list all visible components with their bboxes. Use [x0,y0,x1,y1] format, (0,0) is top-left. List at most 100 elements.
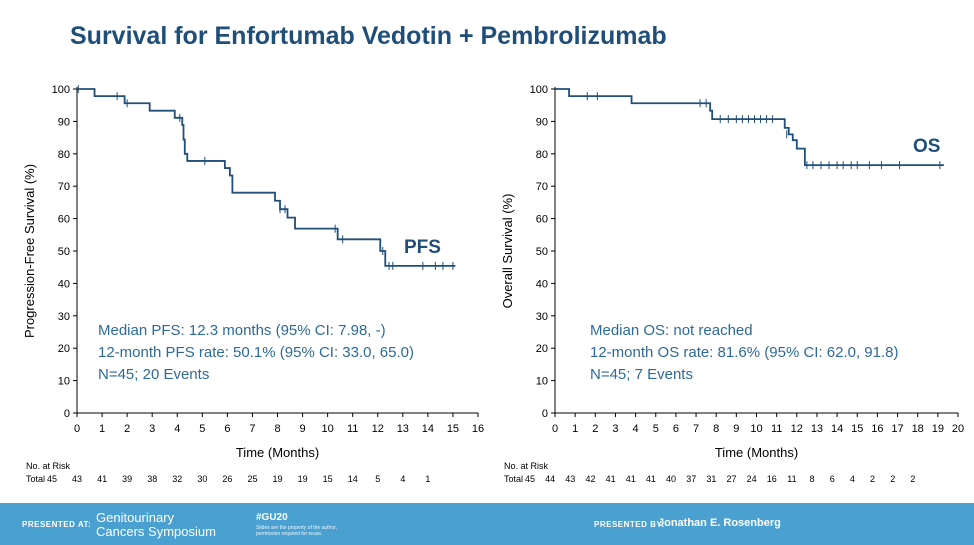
x-tick-label: 13 [397,423,409,435]
x-tick-label: 20 [952,423,964,435]
y-tick-label: 40 [58,278,70,290]
symposium-logo: Genitourinary Cancers Symposium [96,511,216,539]
x-tick-label: 12 [791,423,803,435]
at-risk-count: 37 [686,474,696,484]
x-tick-label: 11 [347,423,358,435]
x-tick-label: 11 [771,423,782,435]
x-tick-label: 14 [831,423,843,435]
y-tick-label: 20 [58,343,70,355]
x-tick-label: 0 [74,423,80,435]
annotation-line: Median PFS: 12.3 months (95% CI: 7.98, -… [98,322,386,339]
x-tick-label: 1 [572,423,578,435]
hashtag: #GU20 [256,512,288,523]
at-risk-count: 16 [767,474,777,484]
x-tick-label: 2 [124,423,130,435]
x-tick-label: 14 [422,423,434,435]
at-risk-count: 14 [348,474,358,484]
at-risk-count: 2 [890,474,895,484]
x-tick-label: 6 [224,423,230,435]
rights-line-2: permission required for reuse. [256,531,323,537]
risk-table-title: No. at Risk [26,461,71,471]
x-axis-label: Time (Months) [715,445,798,460]
presented-by-label: PRESENTED BY: [594,520,665,529]
y-tick-label: 60 [58,214,70,226]
symposium-line-2: Cancers Symposium [96,524,216,539]
slide-title: Survival for Enfortumab Vedotin + Pembro… [70,22,667,50]
at-risk-count: 26 [222,474,232,484]
y-tick-label: 100 [52,84,70,96]
risk-table-title: No. at Risk [504,461,549,471]
at-risk-count: 42 [585,474,595,484]
y-tick-label: 0 [64,408,70,420]
x-tick-label: 10 [322,423,334,435]
y-axis-label: Progression-Free Survival (%) [22,164,37,338]
x-tick-label: 7 [249,423,255,435]
symposium-line-1: Genitourinary [96,510,175,525]
at-risk-count: 2 [870,474,875,484]
at-risk-count: 38 [147,474,157,484]
risk-row-label: Total [26,474,45,484]
x-tick-label: 4 [633,423,639,435]
y-tick-label: 20 [536,343,548,355]
at-risk-count: 19 [273,474,283,484]
at-risk-count: 45 [47,474,57,484]
y-tick-label: 30 [536,311,548,323]
presented-at-label: PRESENTED AT: [22,520,92,529]
annotation-line: N=45; 20 Events [98,366,209,383]
x-tick-label: 8 [274,423,280,435]
at-risk-count: 24 [747,474,757,484]
at-risk-count: 30 [197,474,207,484]
x-tick-label: 9 [733,423,739,435]
at-risk-count: 39 [122,474,132,484]
at-risk-count: 44 [545,474,555,484]
at-risk-count: 32 [172,474,182,484]
y-tick-label: 70 [58,181,70,193]
x-tick-label: 1 [99,423,105,435]
x-tick-label: 6 [673,423,679,435]
at-risk-count: 41 [626,474,636,484]
x-tick-label: 3 [149,423,155,435]
x-tick-label: 2 [592,423,598,435]
x-tick-label: 5 [653,423,659,435]
risk-row-label: Total [504,474,523,484]
at-risk-count: 40 [666,474,676,484]
survival-curve [77,88,456,267]
rights-line-1: Slides are the property of the author, [256,525,337,531]
x-tick-label: 19 [932,423,944,435]
presenter-name: Jonathan E. Rosenberg [658,517,781,529]
series-label: OS [913,136,940,157]
y-tick-label: 40 [536,278,548,290]
at-risk-count: 41 [97,474,107,484]
annotation-line: 12-month OS rate: 81.6% (95% CI: 62.0, 9… [590,344,899,361]
at-risk-count: 41 [606,474,616,484]
y-tick-label: 50 [536,246,548,258]
y-tick-label: 10 [536,376,548,388]
at-risk-count: 11 [787,474,796,484]
x-tick-label: 15 [851,423,863,435]
y-tick-label: 0 [542,408,548,420]
x-tick-label: 5 [199,423,205,435]
y-tick-label: 50 [58,246,70,258]
x-tick-label: 7 [693,423,699,435]
y-tick-label: 90 [536,116,548,128]
rights-notice: Slides are the property of the author, p… [256,525,366,537]
series-label: PFS [404,237,441,258]
annotation-line: 12-month PFS rate: 50.1% (95% CI: 33.0, … [98,344,414,361]
at-risk-count: 5 [375,474,380,484]
y-axis-label: Overall Survival (%) [500,194,515,309]
y-tick-label: 10 [58,376,70,388]
x-tick-label: 18 [912,423,924,435]
at-risk-count: 4 [400,474,405,484]
x-axis-label: Time (Months) [236,445,319,460]
at-risk-count: 43 [72,474,82,484]
x-tick-label: 3 [612,423,618,435]
y-tick-label: 80 [58,149,70,161]
x-tick-label: 8 [713,423,719,435]
y-tick-label: 100 [530,84,548,96]
annotation-line: N=45; 7 Events [590,366,693,383]
survival-curve [555,88,944,167]
x-tick-label: 10 [750,423,762,435]
